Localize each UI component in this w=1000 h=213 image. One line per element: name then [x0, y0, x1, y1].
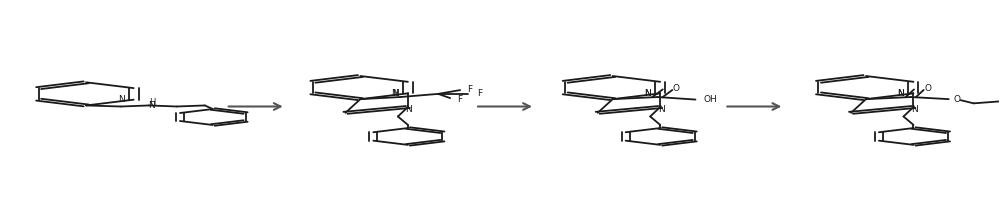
Text: N: N — [897, 89, 904, 98]
Text: N: N — [911, 105, 918, 114]
Text: H: H — [149, 98, 155, 107]
Text: O: O — [953, 95, 960, 104]
Text: N: N — [897, 89, 904, 98]
Text: N: N — [658, 105, 665, 114]
Text: N: N — [644, 89, 651, 98]
Text: N: N — [392, 89, 398, 98]
Text: N: N — [406, 105, 412, 114]
Text: F: F — [477, 89, 483, 98]
Text: F: F — [468, 85, 473, 94]
Text: N: N — [393, 89, 399, 98]
Text: O: O — [672, 84, 679, 93]
Text: O: O — [924, 84, 931, 93]
Text: F: F — [458, 95, 463, 104]
Text: N: N — [644, 89, 651, 98]
Text: OH: OH — [704, 95, 717, 104]
Text: N: N — [149, 101, 155, 110]
Text: N: N — [118, 95, 125, 104]
